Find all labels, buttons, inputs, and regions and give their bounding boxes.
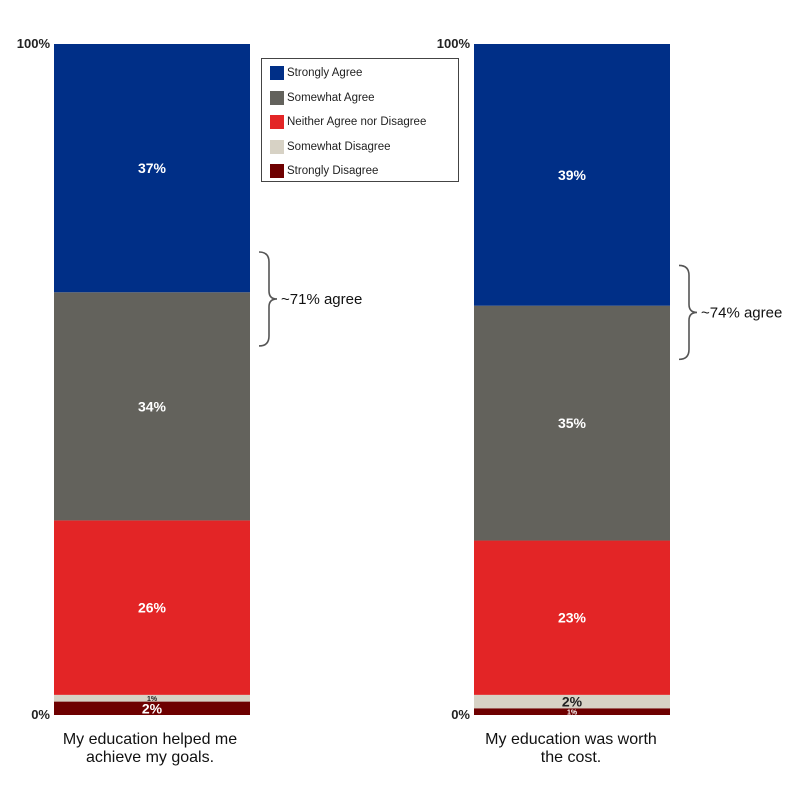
bar-segment-1-1 — [474, 305, 670, 541]
data-label-0-2: 26% — [138, 600, 167, 616]
bar-segment-0-4 — [54, 701, 250, 715]
legend-label-2: Neither Agree nor Disagree — [287, 116, 427, 128]
category-label-1-line-2: the cost. — [540, 749, 602, 766]
bar-segment-1-0 — [474, 44, 670, 306]
y-tick-label-bottom-1: 0% — [451, 707, 470, 722]
data-label-0-3: 1% — [147, 696, 158, 703]
legend-item-3: Somewhat Disagree — [270, 139, 391, 155]
data-label-0-0: 37% — [138, 160, 167, 176]
bar-segment-1-2 — [474, 540, 670, 695]
legend-swatch-3 — [270, 139, 284, 154]
bar-segment-0-2 — [54, 520, 250, 695]
legend-item-4: Strongly Disagree — [270, 163, 378, 179]
y-tick-label-top-1: 100% — [437, 36, 471, 51]
annotation-brace-1 — [678, 264, 698, 361]
bar-segment-0-1 — [54, 292, 250, 521]
bar-segment-0-3 — [54, 694, 250, 702]
y-tick-label-top-0: 100% — [17, 36, 51, 51]
bar-segment-1-3 — [474, 694, 670, 709]
legend-swatch-0 — [270, 66, 284, 80]
annotation-brace-0 — [258, 251, 278, 347]
legend: Strongly Agree Somewhat Agree Neither Agre… — [261, 58, 459, 182]
legend-label-3: Somewhat Disagree — [287, 140, 391, 153]
legend-item-1: Somewhat Agree — [270, 90, 375, 106]
annotation-label-0: ~71% agree — [281, 291, 362, 308]
legend-swatch-4 — [270, 164, 284, 178]
data-label-0-1: 34% — [138, 398, 167, 414]
legend-label-1: Somewhat Agree — [287, 91, 375, 104]
category-label-1-line-1: My education was worth — [485, 731, 657, 748]
legend-item-0: Strongly Agree — [270, 65, 362, 81]
legend-item-2: Neither Agree nor Disagree — [270, 114, 426, 130]
data-label-1-1: 35% — [558, 415, 587, 431]
legend-label-4: Strongly Disagree — [287, 165, 379, 177]
legend-swatch-2 — [270, 115, 284, 129]
bar-segment-0-0 — [54, 44, 250, 293]
data-label-1-3: 2% — [562, 694, 583, 710]
annotation-label-1: ~74% agree — [701, 304, 782, 321]
category-label-0-line-2: achieve my goals. — [85, 749, 215, 766]
category-label-0: My education helped me achieve my goals. — [30, 731, 270, 767]
data-label-0-4: 2% — [142, 700, 163, 716]
category-label-1: My education was worth the cost. — [451, 731, 691, 767]
bar-segment-1-4 — [474, 708, 670, 715]
data-label-1-0: 39% — [558, 167, 587, 183]
category-label-0-line-1: My education helped me — [62, 731, 238, 748]
data-label-1-4: 1% — [567, 710, 578, 717]
data-label-1-2: 23% — [558, 610, 587, 626]
legend-label-0: Strongly Agree — [287, 67, 363, 79]
legend-swatch-1 — [270, 90, 284, 105]
y-tick-label-bottom-0: 0% — [31, 707, 50, 722]
